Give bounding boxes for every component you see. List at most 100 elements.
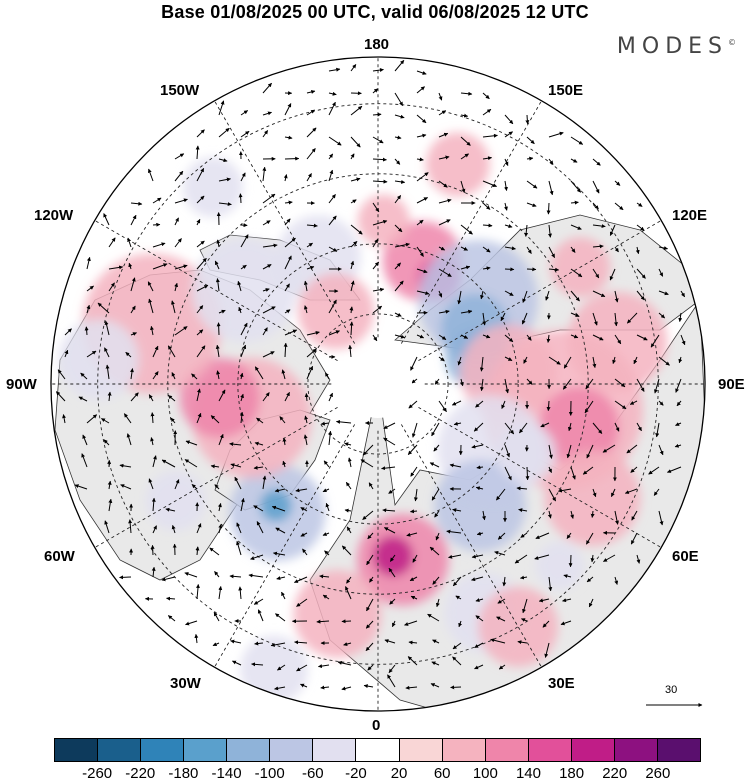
wind-vector [394,59,405,72]
wind-vector [350,260,355,270]
anomaly-blob-26 [478,586,559,667]
colorbar-tick-label: -20 [345,765,367,782]
wind-vector [592,334,604,341]
wind-vector [323,460,330,468]
anomaly-blob-30 [496,423,557,484]
wind-vector [372,287,385,292]
wind-vector [548,466,552,473]
wind-vector [302,548,308,556]
wind-vector [350,241,358,248]
wind-vector [471,576,484,582]
anomaly-blob-17 [259,489,292,522]
wind-vector [196,305,204,314]
wind-vector [284,218,291,226]
wind-vector [404,620,418,626]
lon-label-30w: 30W [170,675,201,692]
wind-vector [394,135,402,140]
wind-vector [411,378,418,384]
wind-vector [165,507,176,512]
wind-vector [476,465,484,470]
anomaly-blob-25 [58,319,139,400]
wind-vector [548,180,554,196]
wind-vector [438,290,443,298]
wind-vector [350,280,355,292]
wind-vector [279,416,286,424]
wind-vector [196,219,201,226]
wind-vector [306,242,313,248]
wind-vector [497,598,506,604]
wind-vector [306,109,315,116]
wind-vector [438,356,445,362]
wind-vector [658,356,670,366]
wind-vector [438,268,452,278]
wind-vector [254,366,264,380]
wind-vector [273,551,286,556]
wind-vector [320,421,330,426]
wind-vector [452,656,462,666]
wind-vector [389,554,396,562]
wind-vector [653,488,660,496]
wind-vector [680,290,686,298]
wind-vector [636,378,645,392]
wind-vector [448,554,462,559]
wind-vector [367,664,374,671]
wind-vector [271,505,286,512]
copyright-mark: © [728,38,736,47]
wind-vector [497,532,506,540]
anomaly-blob-32 [182,157,243,218]
wind-vector [105,364,110,380]
wind-vector [328,169,334,182]
colorbar-swatch-11 [527,739,571,761]
wind-vector [520,575,528,580]
wind-vector [394,262,401,270]
wind-vector [284,255,292,270]
wind-vector [384,639,396,644]
wind-vector [284,283,290,292]
modes-logo: MODES© [617,34,736,59]
wind-vector [548,444,553,459]
colorbar-swatch-0 [55,739,98,761]
wind-vector [306,348,317,358]
wind-vector [234,476,242,490]
wind-vector [614,334,622,345]
wind-vector [372,261,380,270]
wind-vector [538,598,550,603]
wind-vector [504,267,515,272]
wind-vector [548,576,553,592]
wind-vector [514,554,528,564]
wind-vector [570,312,580,317]
wind-vector [107,391,112,402]
wind-vector [303,305,308,314]
colorbar-swatch-8 [398,739,442,761]
wind-vector [360,459,374,468]
wind-vector [240,130,250,138]
wind-vector [460,180,466,193]
meridian-150 [400,100,542,344]
wind-vector [635,246,640,255]
wind-vector [328,299,337,314]
wind-vector [496,488,506,501]
wind-vector [558,488,572,493]
wind-vector [584,400,594,414]
wind-vector [614,290,619,303]
wind-vector [614,400,627,410]
wind-vector [372,305,383,314]
wind-vector [130,214,137,226]
wind-vector [125,351,132,358]
wind-vector [218,158,228,163]
wind-vector [562,598,572,603]
wind-vector [658,290,669,296]
wind-vector [482,133,498,138]
wind-vector [431,422,440,437]
wind-vector [284,156,300,161]
wind-vector [435,598,440,608]
wind-vector [523,356,528,364]
colorbar-tick-label: -220 [125,765,156,782]
wind-vector [633,356,638,365]
colorbar-tick-label: -140 [211,765,242,782]
wind-vector [460,265,471,270]
wind-vector [344,442,352,447]
wind-vector [519,422,528,434]
wind-vector [526,156,534,161]
wind-vector [548,158,554,165]
